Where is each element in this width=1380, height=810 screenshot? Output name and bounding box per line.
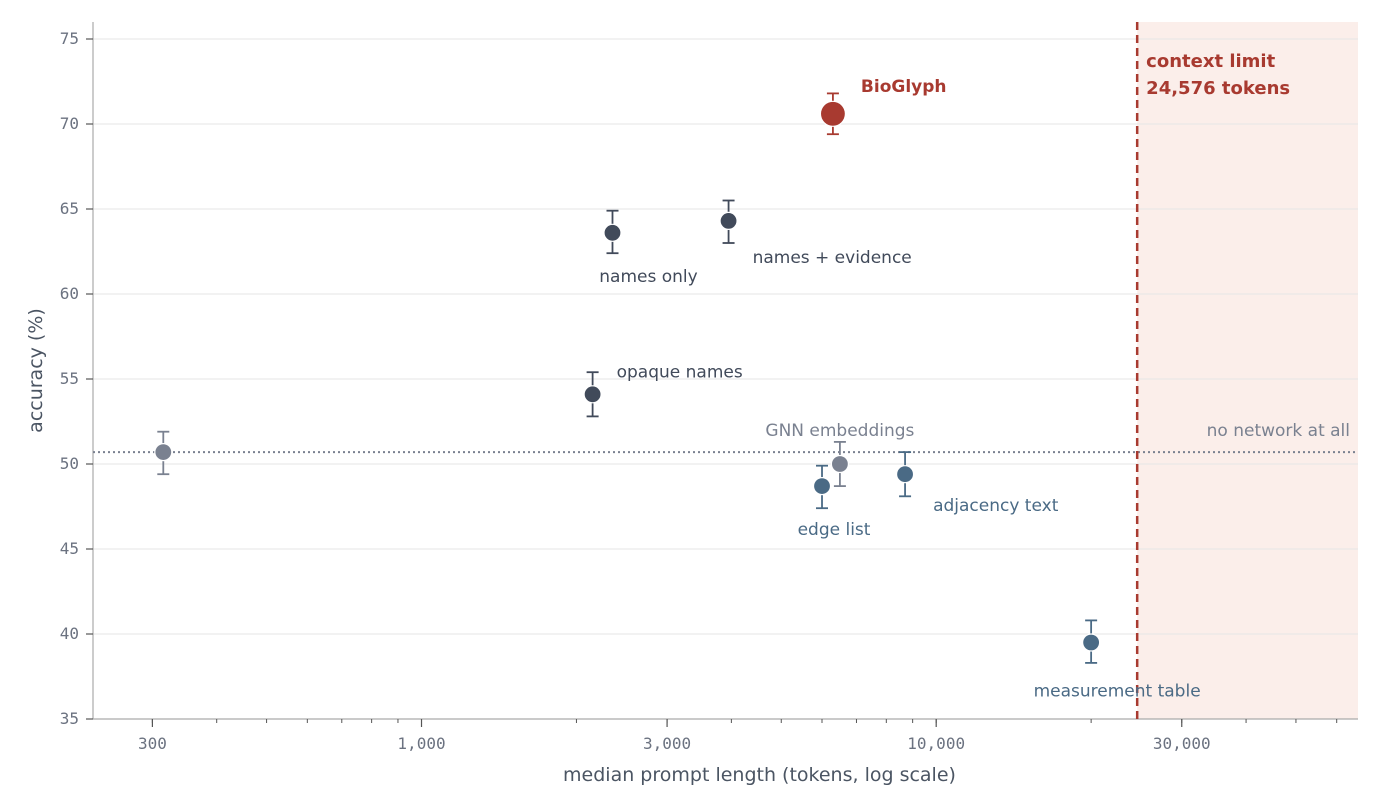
x-tick-label: 1,000	[397, 734, 445, 753]
point-marker	[719, 211, 738, 230]
point-label: adjacency text	[933, 496, 1059, 516]
point-marker	[819, 100, 847, 127]
data-point: edge list	[798, 464, 871, 540]
x-tick-label: 30,000	[1153, 734, 1211, 753]
data-point: names only	[599, 209, 698, 287]
y-tick-label: 45	[60, 539, 79, 558]
x-tick-label: 3,000	[643, 734, 691, 753]
data-point: BioGlyph	[819, 77, 947, 136]
y-tick-label: 40	[60, 624, 79, 643]
data-point: names + evidence	[719, 199, 912, 268]
point-label: names + evidence	[753, 248, 912, 268]
data-point: measurement table	[1034, 619, 1201, 702]
x-tick-label: 10,000	[907, 734, 965, 753]
y-tick-label: 35	[60, 709, 79, 728]
y-tick-label: 50	[60, 454, 79, 473]
point-marker	[603, 223, 622, 242]
point-marker	[1082, 633, 1101, 652]
context-limit-value: 24,576 tokens	[1146, 78, 1290, 99]
point-label: measurement table	[1034, 682, 1201, 702]
point-label: BioGlyph	[861, 77, 947, 97]
point-marker	[812, 477, 832, 496]
y-tick-label: 75	[60, 29, 79, 48]
y-axis-ticks: 35 40 45 50 55 60 65 70 75	[60, 29, 93, 728]
point-marker	[895, 465, 915, 484]
point-marker	[154, 443, 173, 462]
data-points: names only names + evidence opaque names GN…	[154, 77, 1201, 702]
data-point	[154, 430, 173, 476]
context-limit-region	[1137, 22, 1358, 719]
y-tick-label: 70	[60, 114, 79, 133]
point-marker	[583, 385, 602, 404]
context-limit-label: context limit	[1146, 51, 1275, 72]
data-point: opaque names	[583, 362, 743, 418]
point-label: edge list	[798, 520, 871, 540]
point-label: opaque names	[617, 362, 743, 382]
point-label: GNN embeddings	[765, 421, 914, 441]
x-axis-ticks: 300 1,000 3,000 10,000 30,000	[138, 719, 1338, 753]
baseline-label: no network at all	[1207, 421, 1350, 441]
y-tick-label: 65	[60, 199, 79, 218]
point-label: names only	[599, 267, 697, 287]
data-point: adjacency text	[895, 451, 1059, 516]
x-axis-title: median prompt length (tokens, log scale)	[563, 764, 956, 786]
data-point: GNN embeddings	[765, 421, 915, 488]
grid-lines	[93, 38, 1358, 635]
point-marker	[830, 454, 850, 474]
y-axis-title: accuracy (%)	[25, 308, 47, 433]
y-tick-label: 60	[60, 284, 79, 303]
y-tick-label: 55	[60, 369, 79, 388]
x-tick-label: 300	[138, 734, 167, 753]
